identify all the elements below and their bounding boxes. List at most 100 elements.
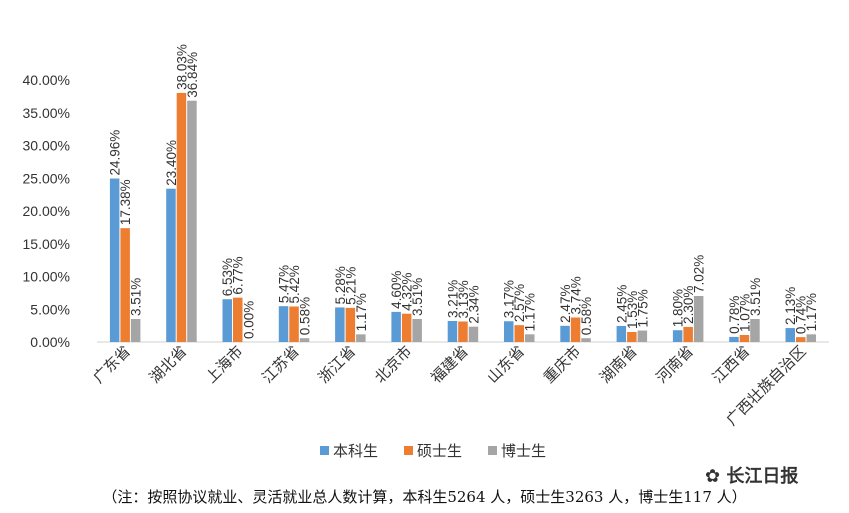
data-label: 1.17% xyxy=(523,293,538,331)
x-tick-label: 江苏省 xyxy=(258,342,303,387)
wechat-icon: ✿ xyxy=(705,466,727,487)
data-label: 7.02% xyxy=(692,255,707,293)
data-label: 0.58% xyxy=(298,297,313,335)
data-label: 0.78% xyxy=(727,296,742,334)
data-label: 1.17% xyxy=(804,293,819,331)
y-tick-label: 15.00% xyxy=(23,236,70,252)
bar xyxy=(345,307,356,342)
legend-label: 博士生 xyxy=(501,442,546,460)
bar xyxy=(683,326,693,342)
bar xyxy=(412,319,422,342)
data-label: 23.40% xyxy=(164,140,179,186)
bar xyxy=(627,331,637,342)
bar xyxy=(233,297,243,342)
y-tick-label: 0.00% xyxy=(30,334,70,350)
bar xyxy=(616,325,627,342)
bar xyxy=(458,321,468,342)
bar xyxy=(560,325,570,342)
bar xyxy=(278,306,289,342)
data-label: 5.28% xyxy=(333,266,348,304)
data-label: 2.57% xyxy=(512,284,527,322)
watermark: ✿ 长江日报 xyxy=(705,466,799,487)
data-label: 3.74% xyxy=(569,276,584,314)
data-label: 24.96% xyxy=(108,130,123,176)
bar xyxy=(289,306,299,342)
data-label: 2.47% xyxy=(558,285,573,323)
bar xyxy=(401,313,412,342)
bar xyxy=(693,296,704,342)
data-label: 6.77% xyxy=(231,256,246,294)
y-tick-label: 5.00% xyxy=(30,301,70,317)
bar xyxy=(729,336,739,342)
data-label: 3.17% xyxy=(502,280,517,318)
data-label: 3.51% xyxy=(129,278,144,316)
footnote: （注：按照协议就业、灵活就业总人数计算，本科生5264 人，硕士生3263 人，… xyxy=(102,488,747,506)
bar xyxy=(504,321,514,342)
data-label: 1.17% xyxy=(354,293,369,331)
y-tick-label: 25.00% xyxy=(23,170,70,186)
legend-label: 硕士生 xyxy=(417,442,462,460)
y-tick-label: 20.00% xyxy=(23,203,70,219)
x-tick-label: 福建省 xyxy=(427,342,472,387)
data-label: 1.80% xyxy=(671,289,686,327)
data-label: 2.34% xyxy=(466,285,481,323)
bar xyxy=(120,228,130,342)
bar xyxy=(447,320,458,342)
data-label: 5.42% xyxy=(287,265,302,303)
y-tick-label: 10.00% xyxy=(23,269,70,285)
bar xyxy=(222,299,232,342)
data-label: 4.60% xyxy=(389,271,404,309)
bar xyxy=(335,307,345,342)
x-tick-label: 重庆市 xyxy=(540,342,585,387)
bar xyxy=(130,319,141,342)
data-label: 2.30% xyxy=(681,286,696,324)
data-label: 1.53% xyxy=(625,291,640,329)
x-tick-label: 河南省 xyxy=(652,342,697,387)
data-label: 1.07% xyxy=(737,294,752,332)
data-label: 2.45% xyxy=(614,285,629,323)
bar xyxy=(468,326,479,342)
bar xyxy=(796,337,806,342)
data-label: 17.38% xyxy=(118,179,133,225)
y-tick-label: 40.00% xyxy=(23,72,70,88)
x-tick-label: 湖南省 xyxy=(596,342,641,387)
bar xyxy=(109,178,120,342)
bar xyxy=(391,311,401,342)
x-tick-label: 浙江省 xyxy=(315,342,360,387)
data-label: 36.84% xyxy=(185,52,200,98)
bar xyxy=(750,319,760,342)
legend-swatch xyxy=(488,446,497,455)
legend-label: 本科生 xyxy=(333,442,378,460)
data-label: 38.03% xyxy=(174,44,189,90)
x-tick-label: 上海市 xyxy=(202,342,247,387)
data-label: 5.47% xyxy=(277,265,292,303)
x-tick-label: 广东省 xyxy=(89,342,134,387)
data-label: 3.51% xyxy=(410,278,425,316)
data-label: 3.21% xyxy=(445,280,460,318)
data-label: 1.75% xyxy=(635,289,650,327)
bar xyxy=(514,325,524,342)
x-tick-label: 江西省 xyxy=(709,342,754,387)
bar xyxy=(739,334,750,342)
data-label: 0.74% xyxy=(794,296,809,334)
legend-swatch xyxy=(320,446,329,455)
data-label: 6.53% xyxy=(220,258,235,296)
bar xyxy=(525,334,535,342)
data-label: 0.00% xyxy=(241,301,256,339)
data-label: 4.32% xyxy=(400,272,415,310)
y-tick-label: 30.00% xyxy=(23,138,70,154)
data-label: 3.51% xyxy=(748,278,763,316)
legend-swatch xyxy=(404,446,413,455)
data-label: 5.21% xyxy=(343,267,358,305)
bar xyxy=(299,338,310,342)
bar xyxy=(785,328,795,342)
x-tick-label: 北京市 xyxy=(371,342,416,387)
bar xyxy=(356,334,366,342)
bar xyxy=(806,334,816,342)
bar xyxy=(637,330,648,342)
bar xyxy=(166,188,176,342)
bar xyxy=(176,92,187,342)
bar xyxy=(672,330,683,342)
